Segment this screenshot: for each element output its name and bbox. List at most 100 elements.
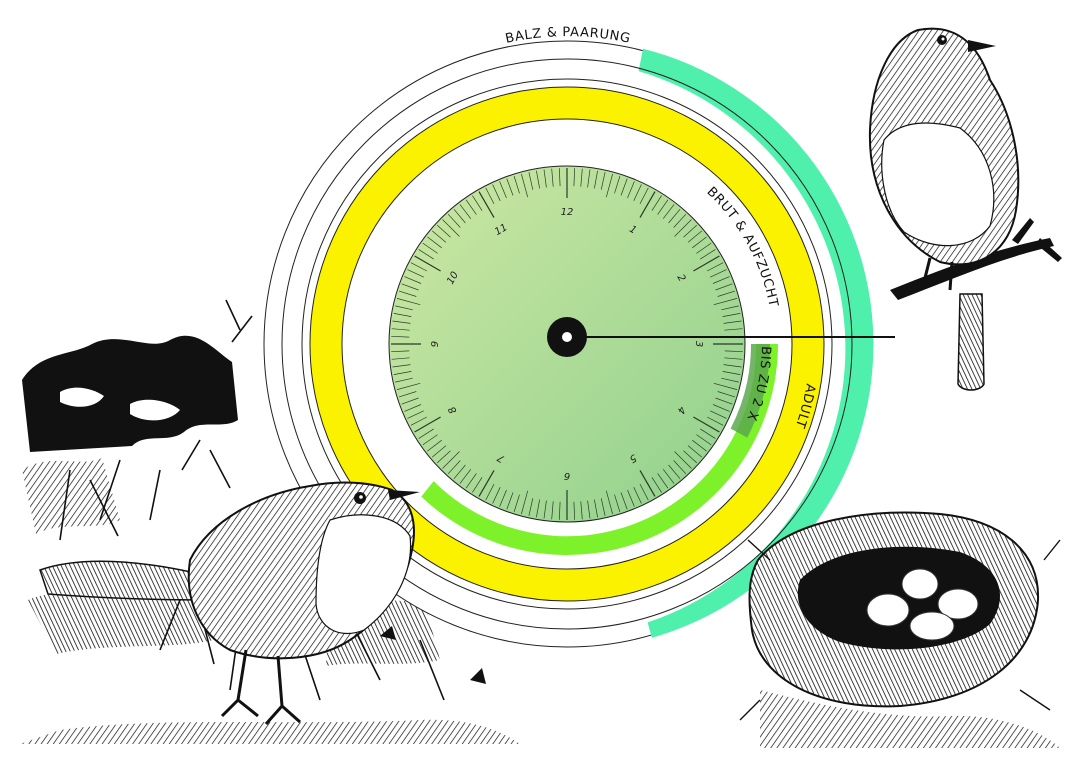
dial-tick (442, 451, 460, 469)
dial-tick (587, 169, 591, 188)
bis-zu-2x-segment (730, 344, 771, 438)
dial-tick (715, 283, 733, 291)
dial-tick (627, 181, 635, 199)
robin-perched-illustration (868, 27, 1062, 391)
dial-tick (683, 224, 698, 238)
dial-tick (722, 313, 741, 317)
dial-tick (427, 236, 442, 249)
dial-tick (712, 404, 730, 412)
dial-tick (614, 175, 621, 194)
dial-tick (673, 460, 687, 475)
dial-tick (465, 199, 477, 215)
dial-tick (422, 242, 438, 254)
dial-tick (674, 451, 692, 469)
dial-tick (396, 382, 421, 390)
dial-hour-label: 12 (561, 207, 574, 218)
dial-tick (398, 290, 417, 297)
dial-tick (668, 464, 681, 480)
dial-tick (587, 500, 591, 519)
dial-tick (724, 357, 743, 360)
dial-tick (558, 168, 561, 187)
dial-tick (465, 473, 477, 489)
dial-hour-label: 7 (495, 451, 507, 464)
dial-tick (442, 219, 460, 237)
dial-tick (431, 230, 447, 243)
dial-tick (721, 305, 739, 311)
dial-tick (459, 469, 472, 484)
dial-tick (696, 434, 712, 446)
dial-tick (396, 298, 421, 306)
dial-tick (499, 181, 507, 199)
egg-2 (901, 568, 939, 600)
egg-4 (909, 611, 955, 641)
dial-tick (418, 428, 434, 439)
dial-tick (662, 469, 675, 484)
dial-tick (551, 501, 554, 520)
dial-hour-label: 4 (675, 404, 688, 415)
egg-3 (937, 588, 979, 620)
dial-tick (712, 276, 730, 284)
dial-tick (639, 470, 656, 497)
dial-tick (392, 320, 411, 324)
dial-tick (536, 170, 540, 189)
dial-tick (674, 219, 692, 237)
dial-tick (422, 434, 438, 446)
dial-tick (580, 168, 583, 187)
dial-tick (620, 492, 628, 510)
bushes-illustration (20, 299, 520, 744)
dial-tick (404, 276, 422, 284)
dial-tick (657, 473, 669, 489)
dial-tick (651, 477, 662, 493)
dial-tick (700, 249, 716, 260)
dial-tick (724, 350, 743, 353)
dial-tick (668, 208, 681, 224)
dial-tick (398, 391, 417, 398)
dial-tick (687, 445, 703, 458)
dial-tick (627, 489, 635, 507)
dial-tick (706, 262, 724, 272)
dial-tick (404, 404, 422, 412)
dial-tick (418, 249, 434, 260)
dial-tick (713, 382, 738, 390)
dial-tick (506, 178, 514, 196)
dial-tick (528, 172, 534, 190)
dial-tick (391, 350, 410, 353)
dial-tick (521, 173, 529, 198)
dial-tick (614, 494, 621, 513)
dial-tick (513, 175, 520, 194)
dial-tick (573, 501, 576, 520)
dial-tick (401, 397, 419, 405)
egg-1 (866, 593, 910, 627)
dial-tick (710, 410, 727, 419)
dial-tick (717, 391, 736, 398)
dial-tick (521, 490, 529, 515)
balz-paarung-segment (638, 48, 874, 638)
dial-tick (536, 499, 540, 518)
dial-tick (395, 305, 413, 311)
dial-tick (407, 410, 424, 419)
dial-tick (692, 439, 707, 452)
dial-tick (605, 173, 613, 198)
dial-tick (478, 191, 495, 218)
dial-tick (692, 236, 707, 249)
dial-tick (393, 371, 412, 375)
dial-tick (506, 492, 514, 510)
dial-tick (492, 184, 501, 201)
dial-tick (580, 501, 583, 520)
dial-tick (447, 213, 461, 228)
dial-tick (401, 283, 419, 291)
dial-hour-label: 9 (430, 341, 441, 347)
dial-tick (485, 483, 495, 501)
dial-tick (472, 195, 483, 211)
dial-tick (478, 470, 495, 497)
dial-tick (722, 371, 741, 375)
dial-tick (715, 397, 733, 405)
dial-tick (713, 298, 738, 306)
dial-tick (594, 170, 598, 189)
dial-tick (543, 169, 547, 188)
dial-tick (600, 498, 606, 516)
dial-tick (436, 450, 451, 464)
dial-hour-label: 6 (564, 470, 570, 481)
